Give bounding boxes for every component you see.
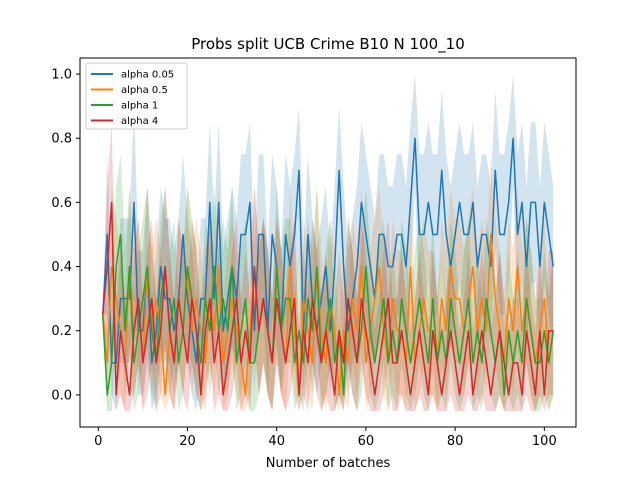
y-tick-label: 0.4 — [51, 260, 72, 275]
y-tick-label: 0.8 — [51, 132, 72, 147]
x-axis-ticks: 0 20 40 60 80 100 — [94, 427, 557, 449]
plot-frame — [79, 57, 577, 428]
confidence-band-series-3 — [102, 154, 554, 411]
series-line-3 — [102, 233, 554, 396]
chart-title: Probs split UCB Crime B10 N 100_10 — [191, 35, 465, 54]
confidence-bands — [102, 74, 554, 411]
legend: alpha 0.05 alpha 0.5 alpha 1 alpha 4 — [85, 62, 188, 130]
confidence-band-series-1 — [102, 74, 554, 411]
y-tick-label: 0.0 — [51, 388, 72, 403]
legend-label-series-1: alpha 0.05 — [121, 70, 174, 81]
confidence-band-series-2 — [102, 154, 554, 411]
x-tick-label: 80 — [447, 434, 464, 449]
y-axis-ticks: 0.0 0.2 0.4 0.6 0.8 1.0 — [51, 68, 80, 403]
x-tick-label: 40 — [268, 434, 285, 449]
legend-label-series-3: alpha 1 — [121, 101, 158, 112]
series-line-4 — [102, 201, 554, 396]
legend-label-series-4: alpha 4 — [121, 116, 158, 127]
x-tick-label: 0 — [94, 434, 102, 449]
y-tick-label: 1.0 — [51, 68, 72, 83]
x-tick-label: 20 — [179, 434, 196, 449]
y-tick-label: 0.6 — [51, 196, 72, 211]
legend-box — [85, 62, 188, 130]
x-axis-label: Number of batches — [266, 456, 391, 471]
x-tick-label: 60 — [358, 434, 375, 449]
y-tick-label: 0.2 — [51, 324, 72, 339]
legend-label-series-2: alpha 0.5 — [121, 85, 168, 96]
series-lines — [102, 137, 554, 396]
x-tick-label: 100 — [532, 434, 557, 449]
